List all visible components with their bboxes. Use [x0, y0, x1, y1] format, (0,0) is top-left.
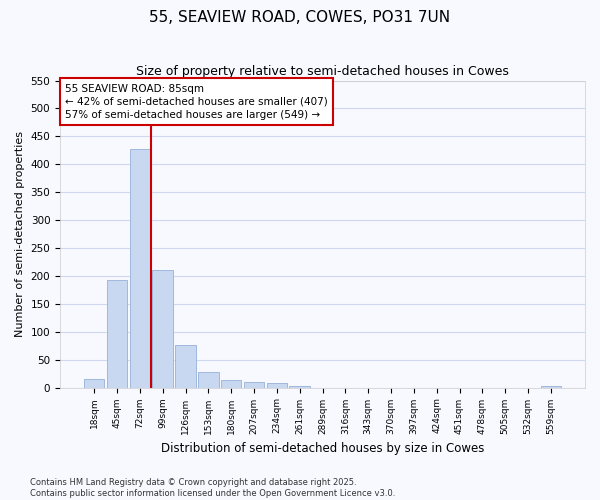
Text: 55 SEAVIEW ROAD: 85sqm
← 42% of semi-detached houses are smaller (407)
57% of se: 55 SEAVIEW ROAD: 85sqm ← 42% of semi-det… — [65, 84, 328, 120]
Bar — [130, 148, 150, 388]
Bar — [266, 383, 287, 388]
Bar — [152, 270, 173, 388]
Title: Size of property relative to semi-detached houses in Cowes: Size of property relative to semi-detach… — [136, 65, 509, 78]
Bar — [244, 382, 264, 388]
Text: Contains HM Land Registry data © Crown copyright and database right 2025.
Contai: Contains HM Land Registry data © Crown c… — [30, 478, 395, 498]
Bar — [221, 380, 241, 388]
Y-axis label: Number of semi-detached properties: Number of semi-detached properties — [15, 131, 25, 337]
Bar — [289, 386, 310, 388]
X-axis label: Distribution of semi-detached houses by size in Cowes: Distribution of semi-detached houses by … — [161, 442, 484, 455]
Bar — [107, 280, 127, 388]
Bar — [198, 372, 218, 388]
Bar — [541, 386, 561, 388]
Bar — [84, 379, 104, 388]
Bar — [175, 344, 196, 388]
Text: 55, SEAVIEW ROAD, COWES, PO31 7UN: 55, SEAVIEW ROAD, COWES, PO31 7UN — [149, 10, 451, 25]
